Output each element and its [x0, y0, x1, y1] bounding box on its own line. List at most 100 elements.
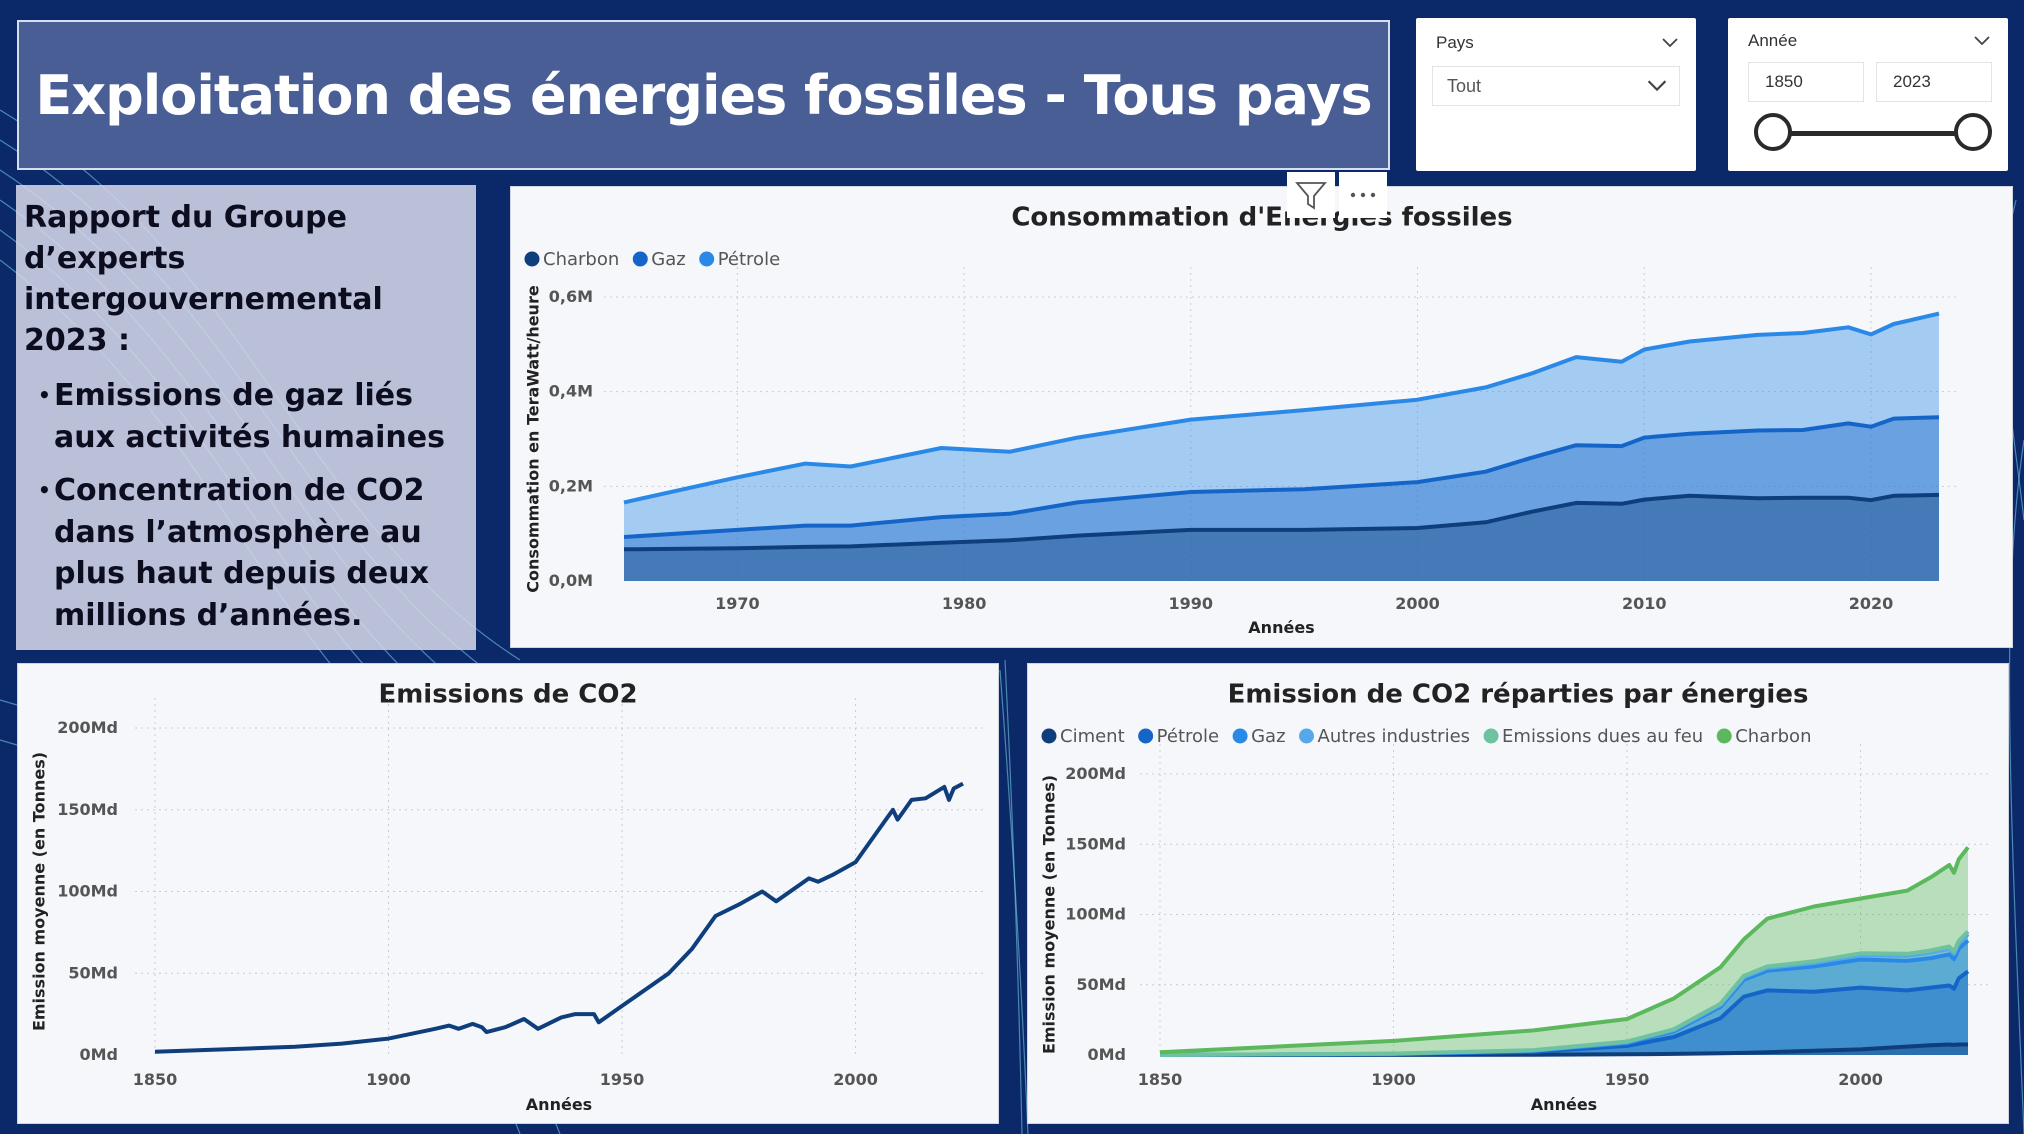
y-axis-title: Emission moyenne (en Tonnes): [30, 752, 49, 1031]
x-tick-label: 1850: [1138, 1070, 1183, 1089]
legend-marker: [1483, 728, 1499, 744]
annee-slicer[interactable]: Année 1850 2023: [1728, 18, 2008, 171]
x-tick-label: 1980: [942, 594, 987, 613]
chevron-down-icon[interactable]: [1974, 36, 1990, 46]
year-slider-track[interactable]: [1773, 131, 1973, 136]
more-options-button[interactable]: [1339, 172, 1387, 218]
series-line: [623, 492, 1940, 552]
x-axis-title: Années: [1248, 618, 1314, 637]
y-tick-label: 100Md: [1065, 905, 1126, 924]
page-title: Exploitation des énergies fossiles - Tou…: [35, 63, 1372, 127]
legend-label: Gaz: [1251, 726, 1285, 747]
year-from-input[interactable]: 1850: [1748, 62, 1864, 102]
info-heading: Rapport du Groupe d’experts intergouvern…: [24, 200, 383, 358]
y-tick-label: 200Md: [57, 718, 118, 737]
y-tick-label: 0,4M: [549, 382, 593, 401]
consommation-chart-svg: Consommation d'Energies fossiles Charbon G…: [524, 203, 1959, 637]
legend-marker: [1716, 728, 1732, 744]
info-bullet: Concentration de CO2 dans l’atmosphère a…: [38, 470, 466, 636]
legend-marker: [1232, 728, 1248, 744]
year-slider-end-handle[interactable]: [1954, 113, 1992, 151]
series-area: [1160, 847, 1968, 1055]
legend-label: Charbon: [543, 249, 619, 270]
series-line: [1159, 930, 1970, 1057]
series-line: [1159, 846, 1970, 1055]
emissions-par-energie-chart[interactable]: Emission de CO2 réparties par énergies Ci…: [1027, 663, 2009, 1124]
filter-button[interactable]: [1287, 172, 1335, 218]
x-axis-title: Années: [526, 1095, 592, 1114]
legend-marker: [1041, 728, 1057, 744]
x-axis-title: Années: [1531, 1095, 1597, 1114]
x-tick-label: 2020: [1849, 594, 1894, 613]
pays-value: Tout: [1447, 75, 1482, 96]
year-to-input[interactable]: 2023: [1876, 62, 1992, 102]
y-tick-label: 50Md: [1076, 975, 1126, 994]
y-tick-label: 0Md: [1087, 1045, 1126, 1064]
legend-marker: [524, 251, 540, 267]
chart-title: Emissions de CO2: [378, 680, 637, 710]
y-axis-title: Consommation en TeraWatt/heure: [524, 285, 543, 593]
info-bullet: Emissions de gaz liés aux activités huma…: [38, 375, 466, 458]
legend-marker: [699, 251, 715, 267]
series-area: [624, 417, 1939, 581]
legend-marker: [632, 251, 648, 267]
annee-slicer-header: Année: [1748, 26, 1990, 56]
y-axis-title: Emission moyenne (en Tonnes): [1040, 775, 1059, 1054]
legend-label: Autres industries: [1318, 726, 1471, 747]
filter-icon: [1295, 182, 1327, 210]
x-tick-label: 1950: [600, 1070, 645, 1089]
series-area: [1160, 931, 1968, 1055]
x-tick-label: 1970: [715, 594, 760, 613]
x-tick-label: 1990: [1169, 594, 1214, 613]
y-tick-label: 200Md: [1065, 764, 1126, 783]
chart-title: Emission de CO2 réparties par énergies: [1228, 680, 1809, 710]
y-tick-label: 0,0M: [549, 571, 593, 590]
pays-slicer-header: Pays: [1436, 28, 1678, 58]
series-line: [1159, 1042, 1968, 1057]
annee-label: Année: [1748, 31, 1798, 50]
x-tick-label: 2000: [1838, 1070, 1883, 1089]
legend-label: Gaz: [651, 249, 685, 270]
series-area: [1160, 940, 1968, 1055]
y-tick-label: 0Md: [79, 1045, 118, 1064]
series-line: [623, 311, 1940, 505]
series-area: [624, 494, 1939, 581]
consommation-chart[interactable]: Consommation d'Energies fossiles Charbon G…: [510, 186, 2013, 648]
year-slider-start-handle[interactable]: [1754, 113, 1792, 151]
y-tick-label: 150Md: [1065, 834, 1126, 853]
info-panel: Rapport du Groupe d’experts intergouvern…: [16, 185, 476, 650]
series-area: [624, 313, 1939, 581]
visual-header: [1287, 172, 1390, 218]
x-tick-label: 1900: [1371, 1070, 1416, 1089]
x-tick-label: 2000: [1395, 594, 1440, 613]
x-tick-label: 2000: [833, 1070, 878, 1089]
x-tick-label: 1900: [366, 1070, 411, 1089]
info-list: Emissions de gaz liés aux activités huma…: [24, 375, 466, 636]
title-banner: Exploitation des énergies fossiles - Tou…: [17, 20, 1390, 170]
legend-marker: [1299, 728, 1315, 744]
legend-marker: [1138, 728, 1154, 744]
emissions-par-energie-chart-svg: Emission de CO2 réparties par énergies Ci…: [1040, 680, 1988, 1114]
pays-dropdown[interactable]: Tout: [1432, 66, 1680, 106]
y-tick-label: 50Md: [68, 963, 118, 982]
y-tick-label: 0,6M: [549, 287, 593, 306]
x-tick-label: 1950: [1605, 1070, 1650, 1089]
legend-label: Ciment: [1060, 726, 1125, 747]
pays-slicer[interactable]: Pays Tout: [1416, 18, 1696, 171]
x-tick-label: 1850: [133, 1070, 178, 1089]
pays-label: Pays: [1436, 33, 1474, 52]
legend-label: Pétrole: [1157, 726, 1219, 747]
chart-title: Consommation d'Energies fossiles: [1011, 203, 1512, 233]
emissions-co2-chart[interactable]: Emissions de CO2 0Md 50Md 100Md 150Md 200Md 18…: [17, 663, 999, 1124]
series-line: [154, 781, 964, 1054]
series-line: [623, 415, 1940, 539]
y-tick-label: 100Md: [57, 882, 118, 901]
legend-label: Pétrole: [718, 249, 780, 270]
legend-label: Emissions dues au feu: [1502, 726, 1703, 747]
more-options-icon: [1350, 192, 1376, 198]
emissions-co2-chart-svg: Emissions de CO2 0Md 50Md 100Md 150Md 200Md 18…: [30, 680, 983, 1114]
x-tick-label: 2010: [1622, 594, 1667, 613]
chevron-down-icon[interactable]: [1662, 38, 1678, 48]
y-tick-label: 0,2M: [549, 476, 593, 495]
legend-label: Charbon: [1735, 726, 1811, 747]
